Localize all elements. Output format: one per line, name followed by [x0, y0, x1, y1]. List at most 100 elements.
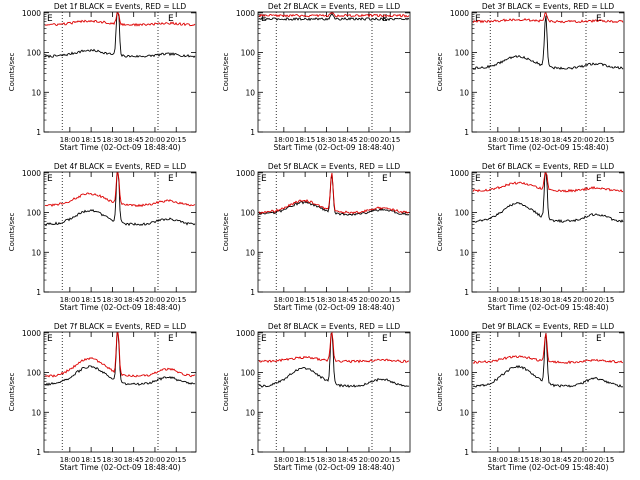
- plot-frame: [257, 331, 411, 453]
- x-tick-label: 18:45: [552, 296, 572, 304]
- x-tick-label: 20:15: [380, 456, 400, 464]
- x-tick-label: 18:30: [316, 456, 336, 464]
- series-events-line: [44, 332, 196, 387]
- x-tick-label: 18:15: [509, 296, 529, 304]
- y-axis-label: Counts/sec: [222, 53, 230, 92]
- interval-marker: E: [596, 174, 602, 184]
- y-axis-label: Counts/sec: [8, 213, 16, 252]
- series-events-line: [472, 172, 624, 224]
- plot-frame: [43, 171, 197, 293]
- y-tick-label: 100: [27, 209, 42, 218]
- y-tick-label: 1: [36, 288, 41, 297]
- x-axis-label: Start Time (02-Oct-09 15:48:40): [487, 463, 608, 472]
- x-tick-label: 18:45: [338, 296, 358, 304]
- x-tick-label: 18:15: [81, 296, 101, 304]
- series-events-line: [472, 332, 624, 388]
- interval-marker: E: [382, 174, 388, 184]
- x-tick-label: 18:00: [488, 296, 508, 304]
- series-lld-line: [44, 12, 196, 27]
- x-tick-label: 18:30: [102, 136, 122, 144]
- x-tick-label: 18:30: [316, 136, 336, 144]
- y-axis-label: Counts/sec: [436, 213, 444, 252]
- interval-marker: E: [168, 174, 174, 184]
- x-tick-label: 20:15: [594, 136, 614, 144]
- y-tick-label: 1: [250, 448, 255, 457]
- series-events-line: [44, 172, 196, 227]
- y-tick-label: 100: [241, 209, 256, 218]
- panel-title: Det 7f BLACK = Events, RED = LLD: [54, 322, 187, 331]
- y-tick-label: 1000: [450, 9, 469, 18]
- x-tick-label: 18:30: [102, 296, 122, 304]
- x-tick-label: 18:15: [81, 456, 101, 464]
- y-tick-label: 1: [464, 128, 469, 137]
- y-tick-label: 10: [245, 248, 255, 257]
- x-tick-label: 18:30: [530, 456, 550, 464]
- interval-marker: E: [382, 334, 388, 344]
- y-tick-label: 100: [27, 49, 42, 58]
- plot-frame: [257, 11, 411, 133]
- interval-marker: E: [261, 334, 267, 344]
- y-tick-label: 1000: [450, 169, 469, 178]
- plot-frame: [471, 331, 625, 453]
- series-lld-line: [44, 172, 196, 208]
- x-tick-label: 18:15: [295, 296, 315, 304]
- x-tick-label: 20:00: [145, 456, 165, 464]
- x-tick-label: 18:45: [124, 136, 144, 144]
- x-tick-label: 20:00: [145, 136, 165, 144]
- y-tick-label: 10: [245, 408, 255, 417]
- series-lld-line: [44, 332, 196, 378]
- x-tick-label: 18:45: [552, 136, 572, 144]
- x-axis-label: Start Time (02-Oct-09 18:48:40): [59, 463, 180, 472]
- y-tick-label: 1000: [236, 169, 255, 178]
- panel-title: Det 9f BLACK = Events, RED = LLD: [482, 322, 615, 331]
- y-tick-label: 100: [241, 49, 256, 58]
- y-axis-label: Counts/sec: [436, 373, 444, 412]
- x-tick-label: 18:30: [530, 296, 550, 304]
- interval-marker: E: [261, 174, 267, 184]
- plot-frame: [471, 11, 625, 133]
- series-lld-line: [258, 12, 410, 18]
- x-tick-label: 18:45: [338, 136, 358, 144]
- y-tick-label: 100: [241, 369, 256, 378]
- x-tick-label: 18:15: [509, 136, 529, 144]
- interval-marker: E: [475, 334, 481, 344]
- y-axis-label: Counts/sec: [8, 53, 16, 92]
- y-tick-label: 10: [245, 88, 255, 97]
- panel-title: Det 5f BLACK = Events, RED = LLD: [268, 162, 401, 171]
- y-tick-label: 1000: [22, 329, 41, 338]
- plot-frame: [471, 171, 625, 293]
- x-tick-label: 20:15: [166, 456, 186, 464]
- y-tick-label: 10: [459, 248, 469, 257]
- y-tick-label: 1000: [22, 9, 41, 18]
- x-tick-label: 18:45: [124, 296, 144, 304]
- x-tick-label: 20:00: [573, 136, 593, 144]
- interval-marker: E: [596, 14, 602, 24]
- panel-title: Det 8f BLACK = Events, RED = LLD: [268, 322, 401, 331]
- y-tick-label: 10: [31, 408, 41, 417]
- x-axis-label: Start Time (02-Oct-09 18:48:40): [273, 303, 394, 312]
- series-events-line: [44, 12, 196, 59]
- y-tick-label: 1: [250, 128, 255, 137]
- x-tick-label: 18:30: [316, 296, 336, 304]
- y-tick-label: 1000: [450, 329, 469, 338]
- series-lld-line: [472, 12, 624, 24]
- y-axis-label: Counts/sec: [222, 373, 230, 412]
- interval-marker: E: [47, 14, 53, 24]
- panel-title: Det 3f BLACK = Events, RED = LLD: [482, 2, 615, 11]
- x-axis-label: Start Time (02-Oct-09 18:48:40): [59, 143, 180, 152]
- y-tick-label: 1: [250, 288, 255, 297]
- x-tick-label: 20:15: [380, 136, 400, 144]
- interval-marker: E: [596, 334, 602, 344]
- y-tick-label: 1000: [236, 329, 255, 338]
- plot-frame: [43, 11, 197, 133]
- y-axis-label: Counts/sec: [436, 53, 444, 92]
- plot-frame: [257, 171, 411, 293]
- interval-marker: E: [168, 14, 174, 24]
- plot-frame: [43, 331, 197, 453]
